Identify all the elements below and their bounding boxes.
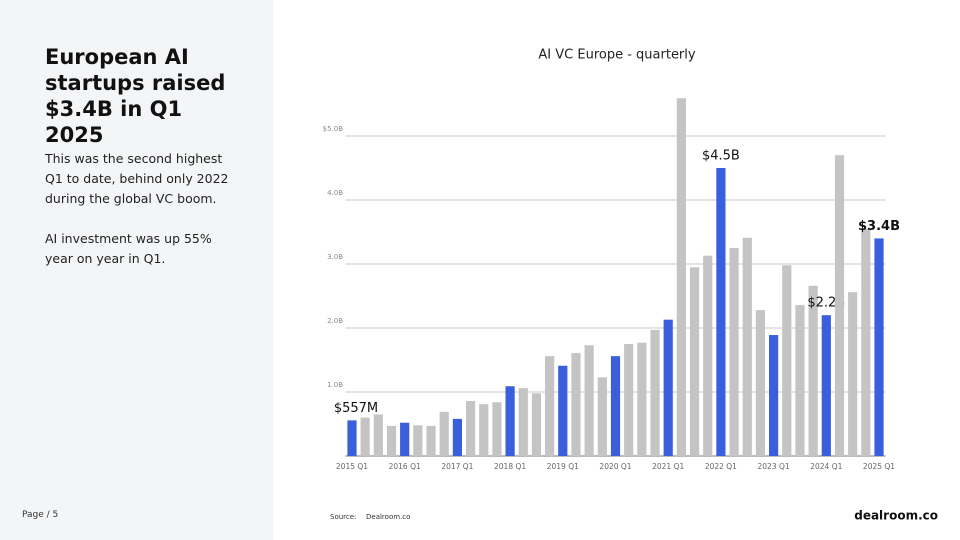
bar [729, 248, 739, 456]
side-panel: European AI startups raised $3.4B in Q1 … [0, 0, 273, 540]
bar [465, 400, 476, 456]
heading: European AI startups raised $3.4B in Q1 … [45, 45, 226, 147]
bar [782, 265, 792, 456]
x-tick-label: 2024 Q1 [810, 462, 842, 471]
paragraph: This was the second highest Q1 to date, … [45, 151, 229, 206]
bar [808, 285, 818, 456]
logo: dealroom.co [854, 509, 938, 523]
bar [571, 352, 581, 456]
bar [874, 238, 884, 456]
x-tick-label: 2020 Q1 [599, 462, 631, 471]
x-tick-label: 2021 Q1 [652, 462, 684, 471]
value-label: $4.5B [702, 149, 740, 164]
y-tick-label: $5.0B [323, 125, 344, 133]
bar [597, 377, 607, 456]
bar [426, 425, 436, 456]
x-tick-label: 2018 Q1 [494, 462, 526, 471]
bar [834, 155, 845, 456]
bar [373, 414, 383, 456]
bar [703, 255, 713, 456]
bar [624, 344, 634, 456]
x-tick-label: 2023 Q1 [758, 462, 790, 471]
bar [360, 417, 370, 456]
bar [347, 420, 357, 456]
x-tick-label: 2016 Q1 [389, 462, 421, 471]
bar [518, 388, 528, 456]
value-label: $3.4B [858, 219, 900, 234]
y-tick-label: 1.0B [327, 381, 343, 389]
bar [386, 425, 397, 456]
bar [742, 237, 752, 456]
bar [716, 168, 726, 456]
bar [848, 292, 858, 456]
bar [584, 345, 594, 456]
x-tick-label: 2022 Q1 [705, 462, 737, 471]
value-label: $557M [334, 401, 378, 416]
y-tick-label: 2.0B [327, 317, 343, 325]
x-tick-label: 2015 Q1 [336, 462, 368, 471]
bar [400, 422, 410, 456]
page-number: Page / 5 [22, 510, 59, 520]
bar [821, 315, 831, 456]
bar [755, 310, 766, 456]
bar [795, 304, 805, 456]
bar [492, 402, 502, 456]
bar [413, 425, 423, 456]
chart-title: AI VC Europe - quarterly [538, 48, 695, 63]
bar [650, 329, 660, 456]
bar [558, 365, 568, 456]
bar [479, 404, 489, 456]
source: Dealroom.co [366, 513, 410, 521]
bar [452, 418, 462, 456]
bar [637, 342, 647, 456]
paragraph: AI investment was up 55% year on year in… [45, 231, 212, 266]
bar [531, 393, 542, 456]
x-tick-label: 2017 Q1 [441, 462, 473, 471]
y-tick-label: 3.0B [327, 253, 343, 261]
x-tick-label: 2019 Q1 [547, 462, 579, 471]
bar [610, 356, 621, 456]
bar [689, 267, 700, 456]
bar [439, 411, 449, 456]
bar [861, 228, 871, 456]
source-label: Source: [330, 513, 356, 521]
bar [676, 98, 686, 457]
x-tick-label: 2025 Q1 [863, 462, 895, 471]
bar [505, 386, 515, 456]
bar [769, 335, 779, 456]
y-tick-label: 4.0B [327, 189, 343, 197]
bar [545, 356, 555, 456]
bar [663, 319, 673, 456]
